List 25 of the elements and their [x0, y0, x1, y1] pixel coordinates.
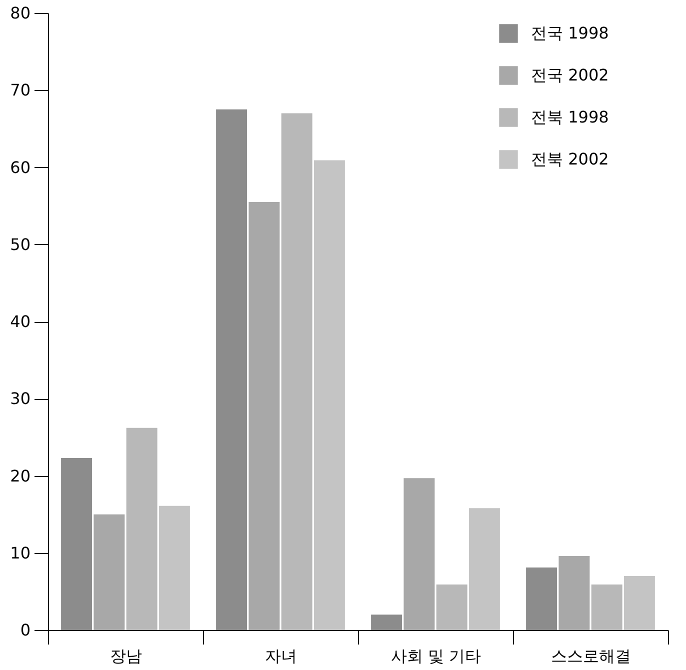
bar — [61, 458, 92, 630]
y-tick-label: 50 — [10, 234, 30, 254]
y-tick-label: 30 — [10, 389, 30, 408]
bar — [248, 202, 280, 630]
bar — [526, 568, 558, 630]
legend-label: 전북 2002 — [531, 150, 609, 168]
bar — [216, 109, 248, 630]
y-tick-label: 20 — [10, 466, 30, 486]
legend-label: 전국 1998 — [531, 24, 609, 42]
y-tick-label: 80 — [10, 4, 30, 22]
legend-label: 전국 2002 — [531, 66, 609, 84]
bar — [558, 556, 590, 630]
y-tick-label: 10 — [10, 543, 30, 562]
bar — [371, 614, 402, 630]
legend-label: 전북 1998 — [531, 108, 609, 126]
bar — [94, 514, 125, 630]
y-tick-label: 40 — [10, 312, 30, 331]
bar — [404, 478, 435, 630]
x-tick-label: 장남 — [110, 646, 142, 666]
x-tick-label: 스스로해결 — [551, 646, 631, 666]
x-tick-label: 사회 및 기타 — [390, 646, 482, 666]
x-tick-label: 자녀 — [265, 646, 297, 666]
y-tick-label: 70 — [10, 80, 30, 100]
y-tick-label: 60 — [10, 158, 30, 177]
y-tick-label: 0 — [20, 620, 30, 640]
